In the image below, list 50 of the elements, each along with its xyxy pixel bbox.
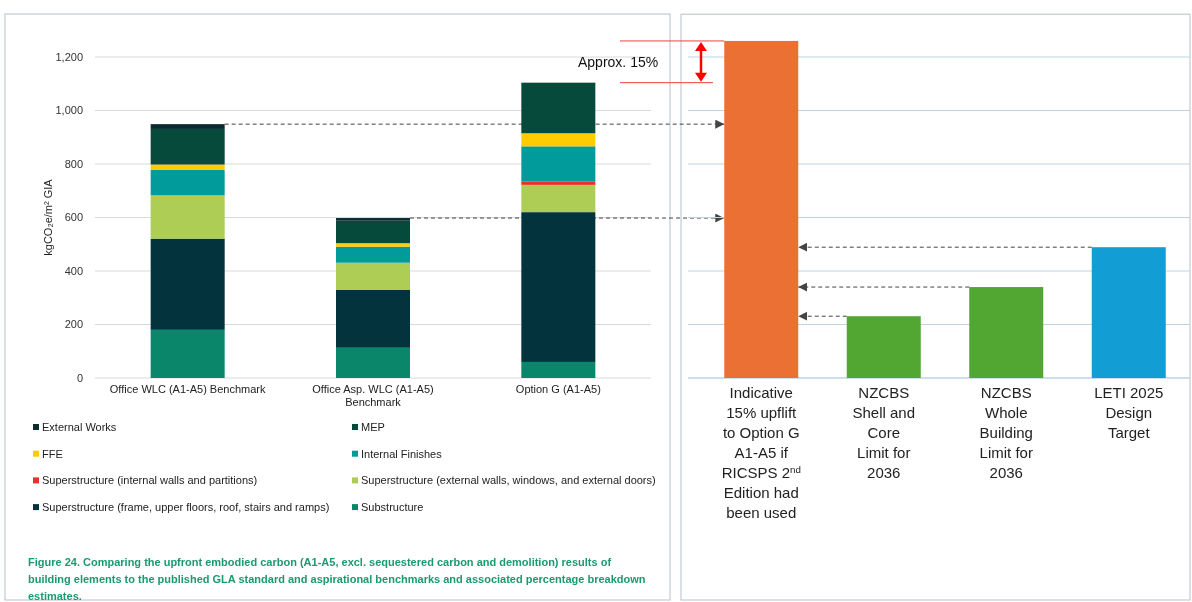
bar xyxy=(336,262,410,290)
x-tick-label: NZCBS Whole Building Limit for 2036 xyxy=(979,384,1033,481)
bar xyxy=(150,124,225,129)
bar xyxy=(521,146,596,182)
bar xyxy=(1091,247,1166,378)
x-tick-label: Option G (A1-A5) xyxy=(515,383,601,395)
bar xyxy=(336,289,410,348)
y-tick-label: 1,000 xyxy=(55,104,83,117)
bar xyxy=(336,347,410,378)
bar xyxy=(336,246,410,263)
bar xyxy=(521,184,596,213)
legend-label: Superstructure (internal walls and partitions) xyxy=(42,474,258,487)
bar xyxy=(150,195,225,239)
x-tick-label: Indicative 15% upflift to Option G A1-A5 if RICSPS 2$^{nd}$ Edition had been used xyxy=(721,384,801,521)
legend-label: External Works xyxy=(42,420,117,433)
y-tick-label: 400 xyxy=(64,264,83,277)
y-tick-label: 200 xyxy=(64,318,83,331)
bar xyxy=(521,181,596,185)
x-tick-label: Office WLC (A1-A5) Benchmark xyxy=(109,383,266,395)
bar xyxy=(724,40,799,378)
bar xyxy=(521,82,596,134)
bar xyxy=(150,169,225,196)
bar xyxy=(150,329,225,378)
bar xyxy=(521,133,596,147)
bar xyxy=(521,212,596,362)
y-axis-title: kgCO₂e/m² GIA xyxy=(42,178,54,256)
bar xyxy=(336,220,410,244)
legend-label: FFE xyxy=(42,447,63,460)
bar xyxy=(150,238,225,330)
bar xyxy=(150,164,225,170)
legend-label: Superstructure (external walls, windows, and external doors) xyxy=(361,474,656,487)
y-tick-label: 600 xyxy=(64,211,83,224)
legend-label: Superstructure (frame, upper floors, roof, stairs and ramps) xyxy=(42,500,330,513)
bar xyxy=(336,243,410,247)
bar xyxy=(336,218,410,221)
bar xyxy=(969,287,1044,378)
bar xyxy=(521,361,596,378)
y-tick-label: 800 xyxy=(64,157,83,170)
annotation: Approx. 15% xyxy=(578,53,659,70)
x-tick-label: NZCBS Shell and Core Limit for 2036 xyxy=(852,384,916,481)
x-tick-label: Office Asp. WLC (A1-A5) Benchmark xyxy=(312,383,434,408)
bar xyxy=(150,128,225,165)
x-tick-label: LETI 2025 Design Target xyxy=(1094,384,1164,441)
legend-label: Internal Finishes xyxy=(361,447,443,460)
legend-label: MEP xyxy=(361,420,385,433)
caption: Figure 24. Comparing the upfront embodied carbon (A1-A5, excl. sequestered carbon and demolition) results of building elements to the published GLA standard and aspirational benchmarks and associated percentage breakdown estimates. xyxy=(28,556,646,602)
legend-label: Substructure xyxy=(361,500,424,513)
y-tick-label: 0 xyxy=(76,371,83,384)
y-tick-label: 1,200 xyxy=(55,50,83,63)
bar xyxy=(846,316,921,378)
